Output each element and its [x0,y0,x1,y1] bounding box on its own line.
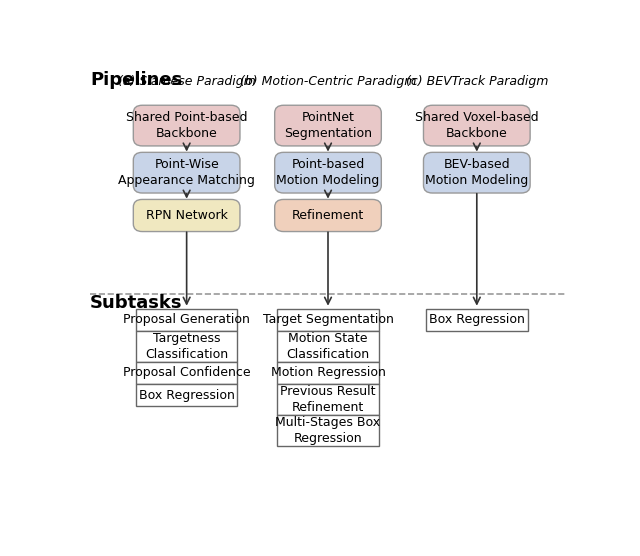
Text: Proposal Confidence: Proposal Confidence [123,366,250,379]
Text: BEV-based
Motion Modeling: BEV-based Motion Modeling [425,158,529,187]
Bar [426,309,527,331]
Text: RPN Network: RPN Network [146,209,228,222]
Text: Shared Point-based
Backbone: Shared Point-based Backbone [126,111,248,140]
Text: Proposal Generation: Proposal Generation [124,313,250,326]
FancyBboxPatch shape [133,152,240,193]
Text: Subtasks: Subtasks [90,294,182,311]
Text: Box Regression: Box Regression [429,313,525,326]
Bar [136,362,237,384]
FancyBboxPatch shape [424,152,530,193]
FancyBboxPatch shape [133,105,240,146]
Text: Target Segmentation: Target Segmentation [262,313,394,326]
FancyBboxPatch shape [275,152,381,193]
Text: Pipelines: Pipelines [90,71,182,89]
Bar [277,415,379,445]
Text: Targetness
Classification: Targetness Classification [145,332,228,361]
Text: (c) BEVTrack Paradigm: (c) BEVTrack Paradigm [406,75,548,88]
Text: Previous Result
Refinement: Previous Result Refinement [280,385,376,414]
FancyBboxPatch shape [424,105,530,146]
Bar [136,331,237,362]
Text: Point-Wise
Appearance Matching: Point-Wise Appearance Matching [118,158,255,187]
Text: Motion Regression: Motion Regression [271,366,385,379]
Bar [277,331,379,362]
Text: PointNet
Segmentation: PointNet Segmentation [284,111,372,140]
Bar [136,309,237,331]
Text: Shared Voxel-based
Backbone: Shared Voxel-based Backbone [415,111,539,140]
Bar [277,384,379,415]
FancyBboxPatch shape [275,200,381,231]
Bar [136,384,237,406]
FancyBboxPatch shape [275,105,381,146]
Text: (a) Siamese Paradigm: (a) Siamese Paradigm [118,75,255,88]
FancyBboxPatch shape [133,200,240,231]
Text: Motion State
Classification: Motion State Classification [287,332,369,361]
Text: Point-based
Motion Modeling: Point-based Motion Modeling [276,158,380,187]
Text: (b) Motion-Centric Paradigm: (b) Motion-Centric Paradigm [240,75,416,88]
Text: Multi-Stages Box
Regression: Multi-Stages Box Regression [275,416,381,445]
Text: Refinement: Refinement [292,209,364,222]
Bar [277,362,379,384]
Text: Box Regression: Box Regression [139,389,235,401]
Bar [277,309,379,331]
